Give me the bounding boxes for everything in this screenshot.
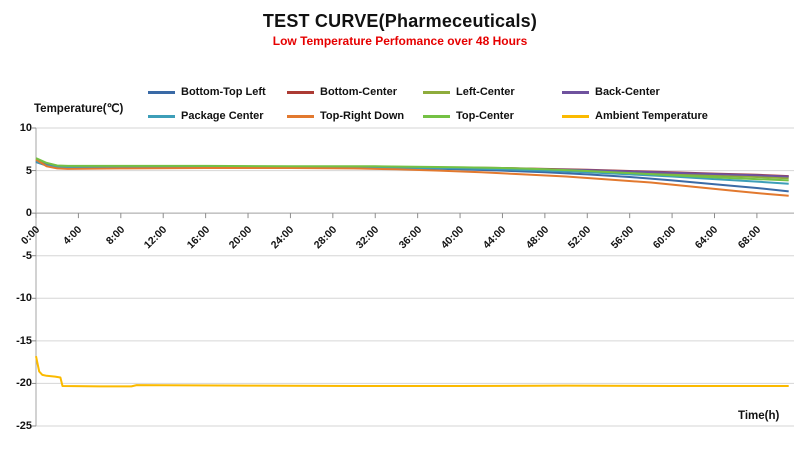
- legend-item: Bottom-Top Left: [148, 86, 287, 98]
- legend-item: Back-Center: [562, 86, 762, 98]
- legend-line-swatch: [562, 90, 589, 94]
- series-line-package-center: [35, 160, 789, 185]
- legend-label: Bottom-Center: [320, 86, 397, 98]
- legend-label: Back-Center: [595, 86, 660, 98]
- legend-label: Top-Right Down: [320, 110, 405, 122]
- legend-item: Bottom-Center: [287, 86, 423, 98]
- legend-line-swatch: [423, 90, 450, 94]
- x-axis-title: Time(h): [738, 410, 780, 422]
- legend-label: Ambient Temperature: [595, 110, 708, 122]
- y-tick-label: -5: [22, 249, 32, 262]
- legend-line-swatch: [287, 114, 314, 118]
- legend-item: Package Center: [148, 110, 287, 122]
- chart-title: TEST CURVE(Pharmeceuticals): [262, 11, 538, 31]
- legend-line-swatch: [148, 114, 175, 118]
- y-tick-label: -10: [16, 292, 32, 305]
- series-line-top-right-down: [35, 158, 789, 197]
- legend-line-swatch: [423, 114, 450, 118]
- chart-subtitle: Low Temperature Perfomance over 48 Hours: [272, 34, 528, 48]
- legend-label: Top-Center: [456, 110, 514, 122]
- chart-legend: Bottom-Top Left Bottom-Center Left-Center B…: [148, 80, 762, 128]
- legend-label: Bottom-Top Left: [181, 86, 266, 98]
- legend-item: Top-Center: [423, 110, 562, 122]
- series-line-top-center: [35, 157, 789, 182]
- y-tick-label: -25: [16, 420, 32, 432]
- y-tick-label: 5: [25, 164, 32, 177]
- legend-line-swatch: [287, 90, 314, 94]
- y-tick-label: 10: [19, 122, 32, 134]
- legend-line-swatch: [562, 114, 589, 118]
- legend-line-swatch: [148, 90, 175, 94]
- y-axis-title: Temperature(℃): [34, 103, 124, 115]
- legend-item: Top-Right Down: [287, 110, 423, 122]
- y-tick-label: -15: [16, 334, 32, 347]
- legend-item: Ambient Temperature: [562, 110, 762, 122]
- y-tick-label: 0: [25, 207, 32, 220]
- legend-label: Left-Center: [456, 86, 515, 98]
- legend-label: Package Center: [181, 110, 264, 122]
- y-tick-label: -20: [16, 377, 32, 390]
- legend-item: Left-Center: [423, 86, 562, 98]
- series-line-ambient-temperature: [35, 355, 789, 388]
